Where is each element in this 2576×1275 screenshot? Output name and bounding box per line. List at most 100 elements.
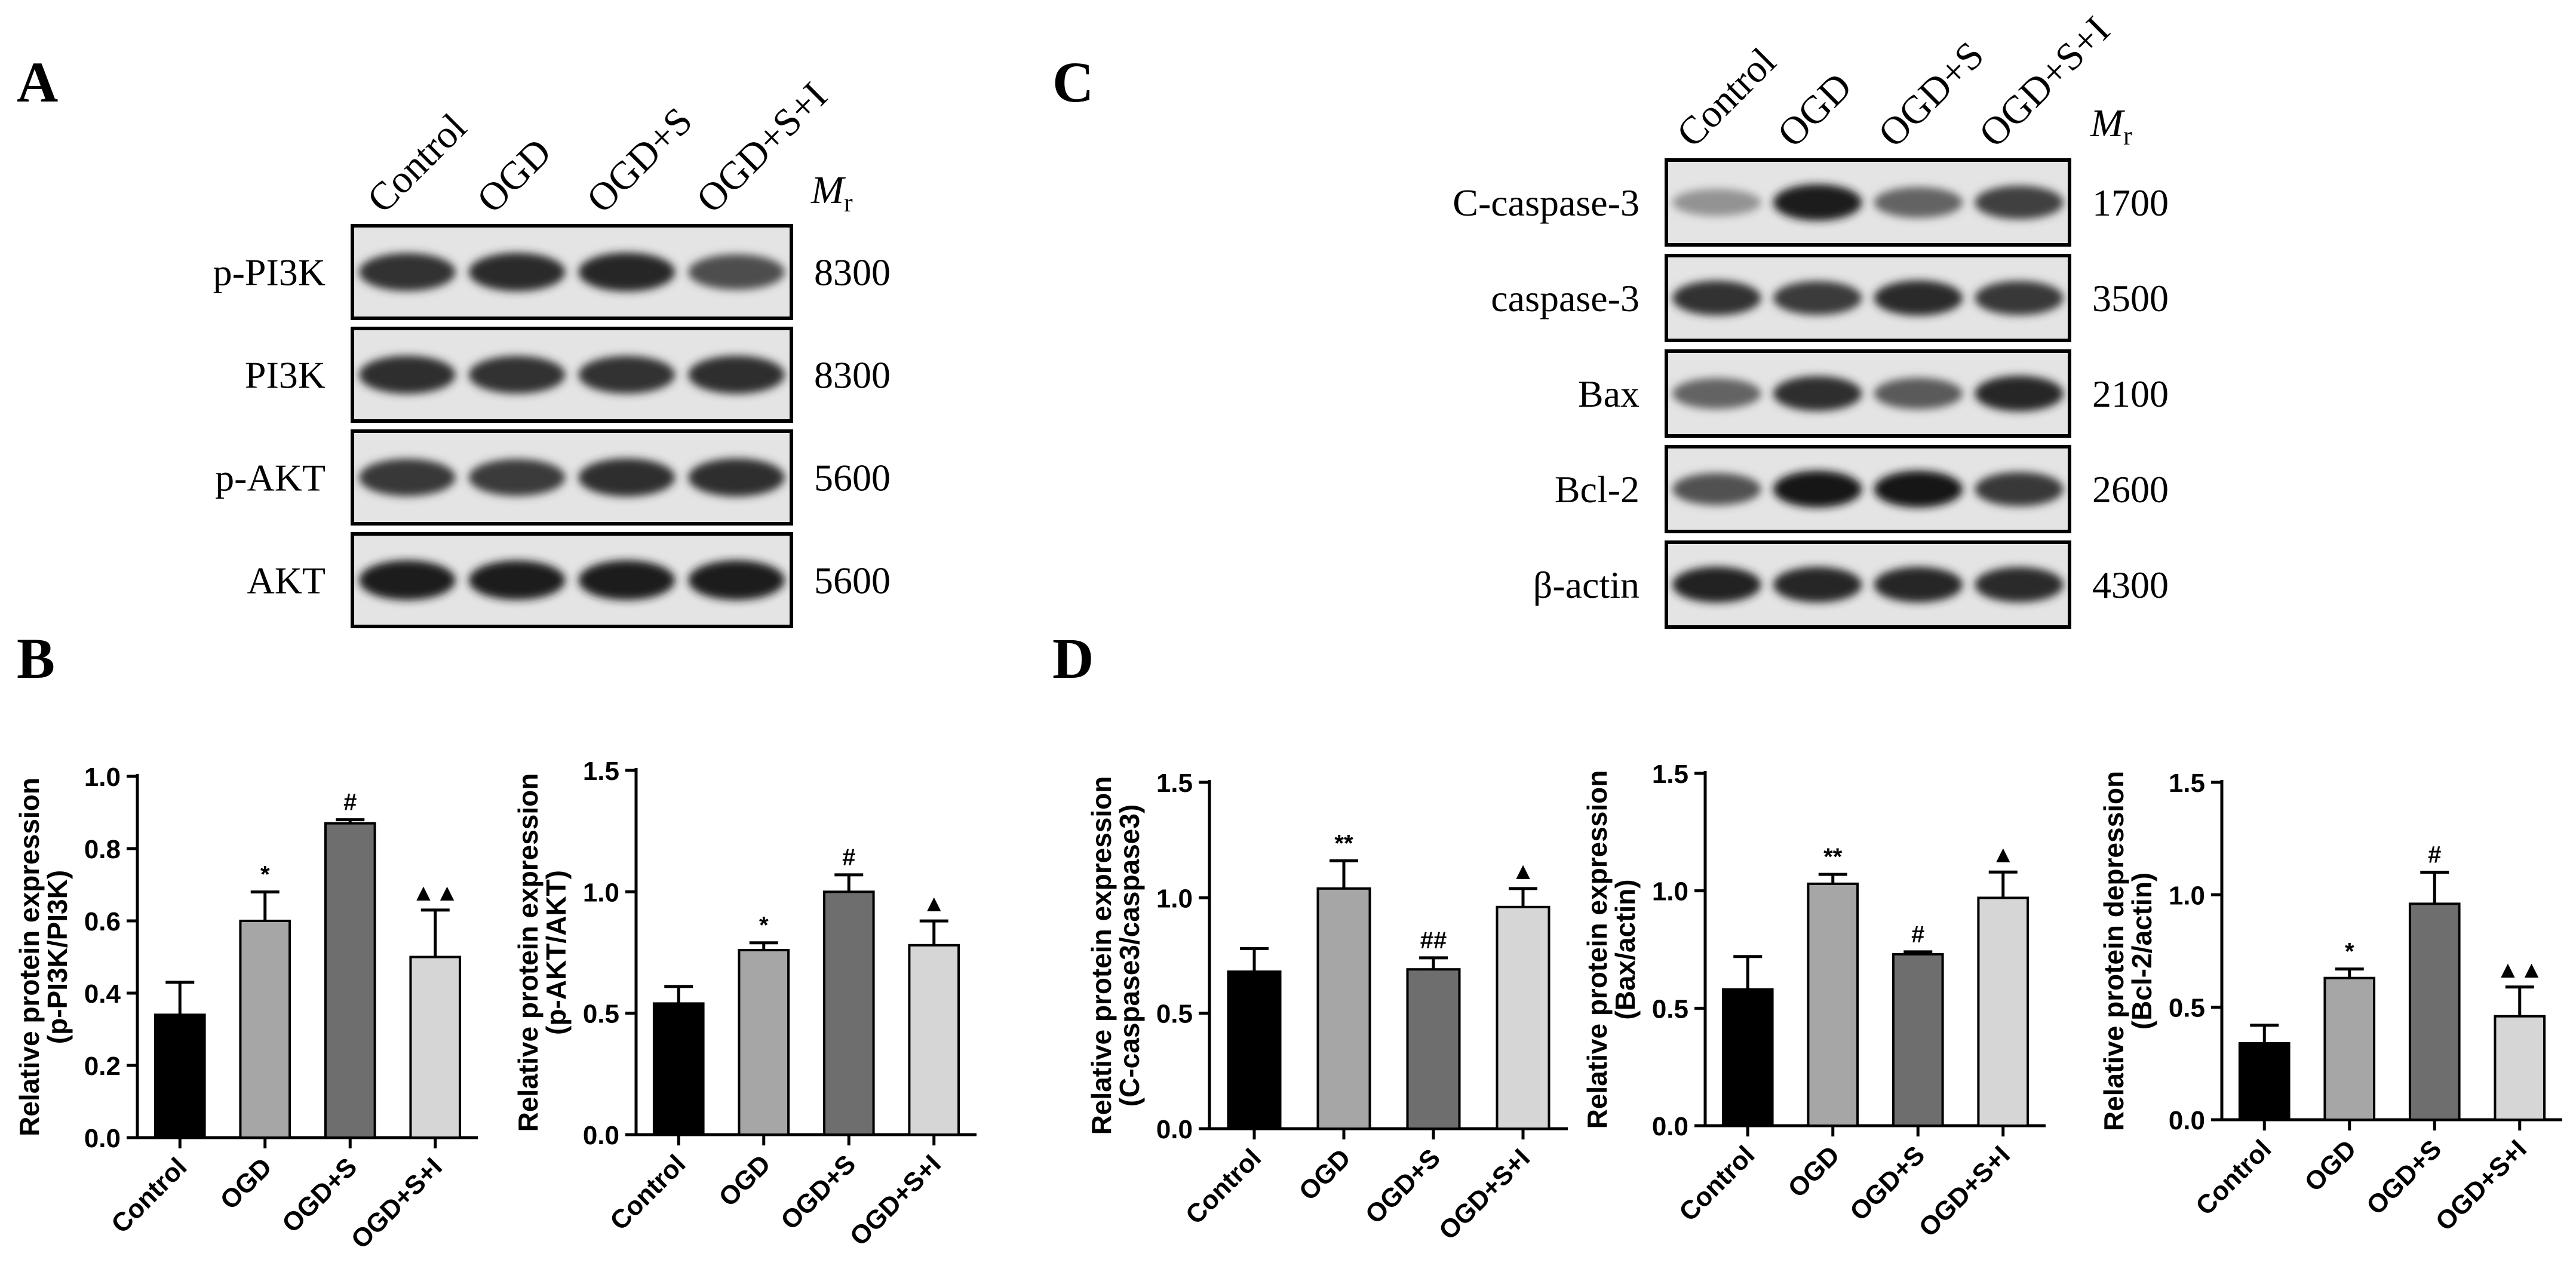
bar: [2238, 1041, 2291, 1122]
blot-band: [468, 560, 566, 600]
blot-band: [468, 355, 566, 394]
blot-band: [1874, 567, 1963, 603]
panel-letter-a: A: [17, 50, 58, 114]
bar: [409, 956, 462, 1139]
significance-mark: ##: [1420, 927, 1447, 954]
panel-letter-d: D: [1052, 626, 1094, 690]
x-tick-label: Control: [604, 1149, 691, 1236]
blot-band: [1975, 567, 2064, 603]
bar: [153, 1013, 206, 1139]
blot-band: [1773, 567, 1862, 603]
blot-row-label: Bcl-2: [1555, 468, 1639, 511]
x-tick-label: OGD+S+I: [2430, 1134, 2532, 1236]
chart-bax: 0.0 0.5 1.0 1.5 Relative protein expression(…: [1582, 760, 2046, 1243]
blot-row-label: p-PI3K: [213, 251, 326, 294]
y-tick-label: 0.5: [583, 1000, 619, 1029]
y-axis-label: (Bax/actin): [1610, 879, 1641, 1019]
x-tick-label: OGD: [1782, 1140, 1846, 1203]
y-tick-label: 0.0: [84, 1124, 121, 1153]
y-axis-label: Relative protein expression: [14, 778, 45, 1136]
bar: [2323, 976, 2376, 1121]
y-axis-label: Relative protein expression: [1582, 770, 1613, 1129]
blot-band: [1975, 281, 2064, 315]
bar: [324, 822, 376, 1139]
blot-mr-value: 4300: [2092, 564, 2169, 606]
y-tick-label: 0.2: [84, 1052, 121, 1081]
x-tick-label: OGD+S+I: [845, 1149, 947, 1251]
blot-band: [688, 458, 785, 497]
y-tick-label: 0.5: [1156, 1000, 1193, 1029]
x-tick-label: OGD+S: [2361, 1134, 2447, 1220]
blot-band: [1773, 471, 1862, 508]
y-axis-label: (p-AKT/AKT): [541, 870, 572, 1035]
chart-p-pi3k: 0.0 0.2 0.4 0.6 0.8 1.0 Relative protein expre…: [14, 763, 478, 1255]
bar: [1977, 896, 2030, 1127]
blot-band: [1975, 472, 2064, 506]
bar: [1406, 968, 1461, 1130]
blot-mr-value: 2600: [2092, 468, 2169, 511]
x-tick-label: Control: [106, 1152, 192, 1239]
bar: [2408, 902, 2461, 1122]
bar: [1496, 905, 1550, 1130]
blot-band: [688, 254, 785, 290]
bar: [2494, 1015, 2546, 1121]
blot-band: [359, 355, 456, 394]
lane-label: OGD: [1769, 64, 1860, 156]
blot-band: [688, 355, 785, 394]
bar: [738, 948, 790, 1136]
blot-band: [1672, 566, 1761, 603]
blot-band: [359, 459, 456, 496]
y-axis-label: (p-PI3K/PI3K): [42, 870, 73, 1044]
significance-mark: #: [343, 789, 357, 816]
blot-row-label: AKT: [247, 560, 326, 602]
blot-band: [688, 560, 785, 600]
blot-band: [1874, 471, 1963, 508]
x-tick-label: Control: [1180, 1143, 1267, 1230]
bar: [1721, 988, 1774, 1127]
bar: [1316, 887, 1371, 1130]
significance-mark: #: [1911, 921, 1924, 948]
y-tick-label: 0.5: [1652, 994, 1688, 1024]
lane-label: OGD+S: [1870, 33, 1992, 156]
y-tick-label: 1.5: [2169, 769, 2205, 798]
blot-mr-value: 8300: [814, 251, 891, 294]
y-tick-label: 0.0: [583, 1121, 619, 1150]
chart-p-akt: 0.0 0.5 1.0 1.5 Relative protein expression(…: [512, 757, 977, 1252]
significance-mark: ▲: [1991, 841, 2015, 868]
x-tick-label: OGD+S+I: [346, 1152, 448, 1254]
blot-mr-value: 5600: [814, 457, 891, 499]
blot-row-label: C-caspase-3: [1453, 182, 1639, 224]
y-tick-label: 1.0: [1156, 884, 1193, 913]
blot-band: [1975, 376, 2064, 411]
blot-band: [1672, 473, 1761, 505]
blot-band: [1975, 185, 2064, 220]
mr-header: Mr: [2090, 102, 2132, 150]
bar: [652, 1002, 705, 1136]
chart-bcl2: 0.0 0.5 1.0 1.5 Relative protein depression(…: [2098, 769, 2562, 1237]
blot-band: [1874, 280, 1963, 316]
blot-band: [359, 253, 456, 291]
y-tick-label: 0.8: [84, 835, 121, 864]
blot-row-label: Bax: [1578, 373, 1639, 415]
bar: [822, 890, 875, 1136]
y-tick-label: 1.5: [1156, 769, 1193, 798]
y-tick-label: 0.6: [84, 907, 121, 936]
blot-band: [578, 458, 676, 497]
bar: [239, 920, 291, 1139]
blot-band: [1874, 187, 1963, 218]
bar: [1892, 953, 1944, 1127]
blot-band: [578, 355, 676, 394]
significance-mark: **: [1823, 844, 1843, 870]
x-tick-label: OGD: [1294, 1143, 1357, 1206]
x-tick-label: Control: [2190, 1134, 2277, 1221]
significance-mark: *: [260, 862, 270, 888]
blot-band: [1773, 184, 1862, 221]
significance-mark: ▲▲: [412, 880, 459, 906]
significance-mark: ▲: [922, 890, 946, 917]
panel-letter-b: B: [17, 626, 55, 690]
blot-band: [359, 560, 456, 600]
panel-letter-c: C: [1052, 50, 1094, 114]
x-tick-label: OGD: [713, 1149, 776, 1212]
blot-mr-value: 5600: [814, 560, 891, 602]
